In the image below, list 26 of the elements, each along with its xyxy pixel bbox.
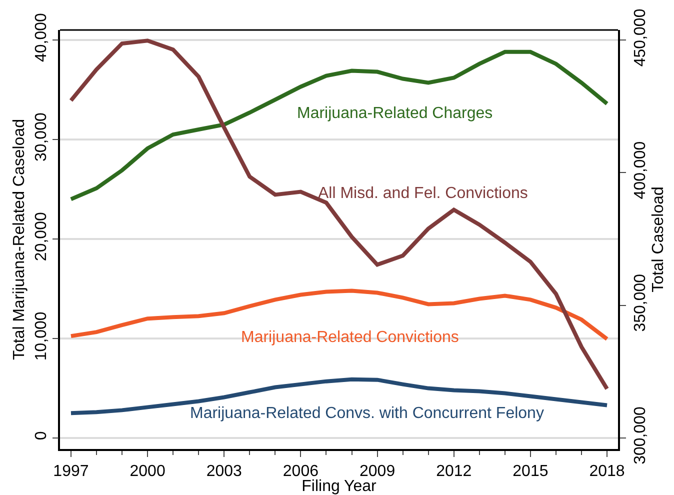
x-tick-label: 2015 bbox=[512, 462, 548, 480]
y-tick-label: 30,000 bbox=[32, 112, 50, 162]
x-tick-label: 2018 bbox=[589, 462, 625, 480]
y2-tick-label: 300,000 bbox=[632, 406, 649, 464]
x-tick-label: 2003 bbox=[206, 462, 242, 480]
series-label: Marijuana-Related Convictions bbox=[241, 329, 459, 346]
y-tick-label: 0 bbox=[32, 431, 50, 440]
x-tick-label: 2006 bbox=[282, 462, 319, 480]
y-tick-label: 20,000 bbox=[32, 212, 50, 262]
y2-axis-title: Total Caseload bbox=[650, 186, 668, 292]
x-tick-label: 2009 bbox=[359, 462, 396, 480]
y-tick-label: 40,000 bbox=[32, 12, 50, 62]
y-tick-label: 10,000 bbox=[32, 312, 50, 361]
series-label: All Misd. and Fel. Convictions bbox=[318, 185, 528, 202]
y-axis-title: Total Marijuana-Related Caseload bbox=[11, 118, 28, 360]
series-label: Marijuana-Related Charges bbox=[297, 105, 493, 122]
x-tick-label: 1997 bbox=[53, 462, 89, 480]
y2-tick-label: 400,000 bbox=[632, 141, 649, 200]
x-tick-label: 2012 bbox=[436, 462, 472, 480]
y2-tick-label: 450,000 bbox=[632, 8, 649, 67]
line-series bbox=[68, 50, 610, 202]
x-axis-title: Filing Year bbox=[302, 478, 378, 495]
series-label: Marijuana-Related Convs. with Concurrent Felony bbox=[190, 405, 544, 422]
line-series bbox=[68, 38, 610, 391]
x-tick-label: 2000 bbox=[130, 462, 166, 480]
y2-tick-label: 350,000 bbox=[632, 274, 649, 332]
